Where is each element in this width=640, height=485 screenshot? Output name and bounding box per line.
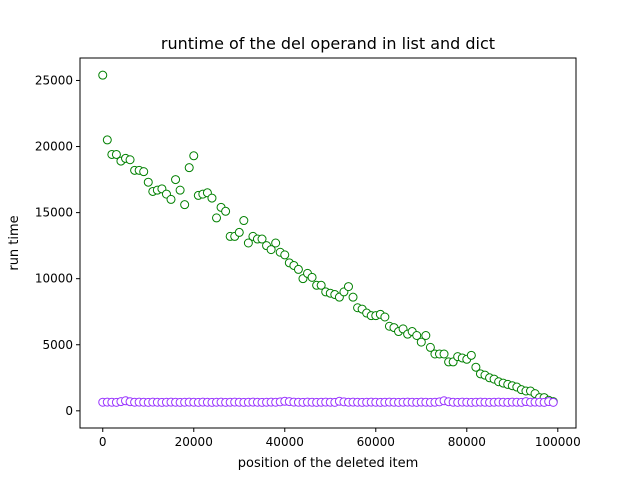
series-2 [98,396,558,407]
x-tick-label: 80000 [448,435,486,449]
data-point [316,280,326,290]
x-tick-label: 100000 [535,435,581,449]
data-point [171,175,181,185]
data-point [125,155,135,165]
y-tick-label: 5000 [42,338,73,352]
x-tick-label: 40000 [266,435,304,449]
data-point [98,70,108,80]
y-axis-ticks: 0 5000 10000 15000 20000 25000 [35,73,80,418]
data-point [111,149,121,159]
data-point [380,312,390,322]
data-point [257,234,267,244]
data-point [266,245,276,255]
data-points [98,70,558,407]
x-axis-label: position of the deleted item [238,456,418,471]
y-tick-label: 20000 [35,140,73,154]
plot-frame [79,57,577,429]
x-tick-label: 0 [99,435,107,449]
data-point [139,167,149,177]
y-axis-label: run time [7,215,22,270]
y-tick-label: 0 [65,404,73,418]
y-tick-label: 25000 [35,73,73,87]
data-point [102,135,112,145]
data-point [548,397,558,407]
data-point [243,238,253,248]
data-point [348,292,358,302]
data-point [271,238,281,248]
chart-title: runtime of the del operand in list and d… [161,34,495,53]
data-point [439,349,449,359]
data-point [416,337,426,347]
data-point [143,177,153,187]
series-1 [98,70,558,407]
data-point [184,163,194,173]
data-point [180,200,190,210]
data-point [280,250,290,260]
data-point [221,206,231,216]
x-tick-label: 60000 [357,435,395,449]
data-point [343,282,353,292]
data-point [293,264,303,274]
y-tick-label: 10000 [35,272,73,286]
data-point [425,342,435,352]
y-tick-label: 15000 [35,206,73,220]
x-tick-label: 20000 [175,435,213,449]
data-point [234,227,244,237]
data-point [212,213,222,223]
data-point [189,151,199,161]
data-point [175,185,185,195]
x-axis-ticks: 0 20000 40000 60000 80000 100000 [99,428,581,449]
data-point [307,272,317,282]
data-point [166,194,176,204]
data-point [466,350,476,360]
data-point [412,331,422,340]
data-point [421,331,431,340]
data-point [239,216,249,226]
data-point [471,362,481,372]
data-point [207,193,217,203]
